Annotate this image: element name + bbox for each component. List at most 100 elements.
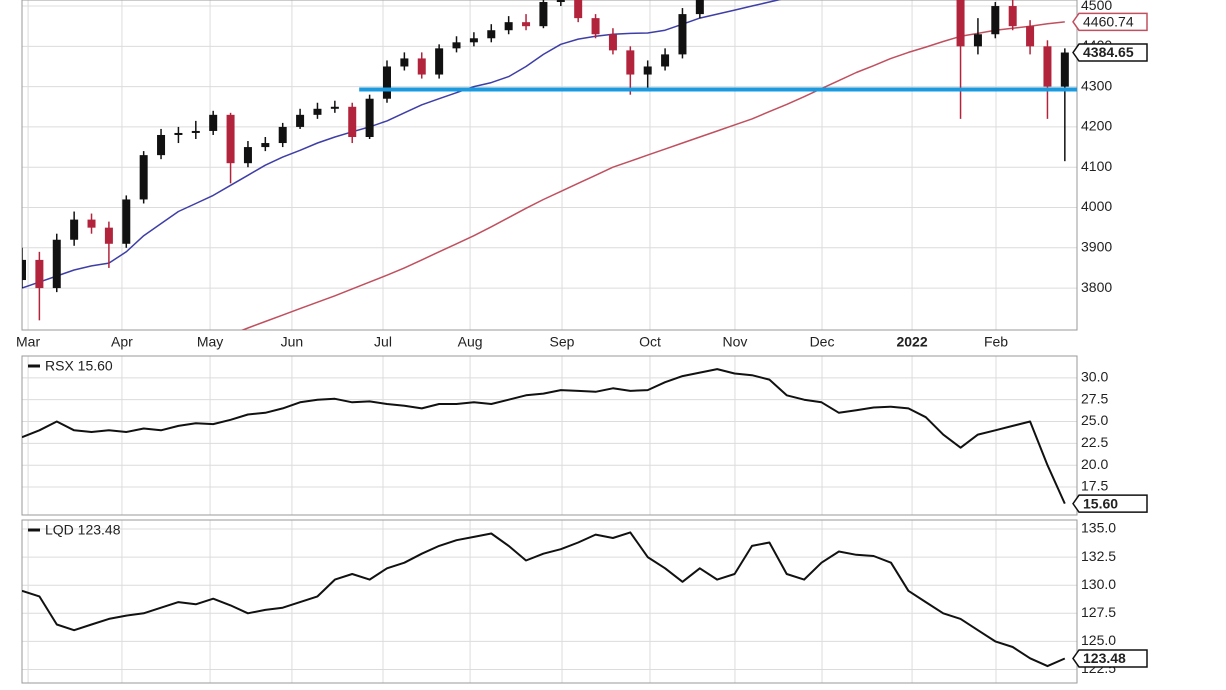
candle-body [382,66,391,99]
panel: 380039004000410042004300440045004460.744… [21,0,1148,331]
y-tick-label: 132.5 [1081,548,1116,564]
legend-label: LQD 123.48 [45,522,121,538]
y-tick-label: 4100 [1081,158,1112,174]
candle-body [278,126,287,144]
candle-body [661,54,670,67]
y-tick-label: 3800 [1081,279,1112,295]
candle-body [243,147,252,164]
last-value-label: 15.60 [1083,495,1118,511]
y-tick-label: 30.0 [1081,369,1108,385]
candle-body [87,219,96,228]
candle-body [330,106,339,109]
y-tick-label: 4300 [1081,77,1112,93]
candle-body [452,42,461,49]
panel-frame [21,519,1078,684]
y-tick-label: 125.0 [1081,632,1116,648]
candle-body [574,0,583,19]
x-tick-label: Oct [639,334,661,350]
last-value-label-box [1072,649,1148,668]
candle-body [365,98,374,137]
line [240,21,1065,330]
y-tick-label: 130.0 [1081,576,1116,592]
candle-body [973,34,982,47]
candle-body [678,14,687,55]
last-value-label-box [1072,494,1148,513]
x-tick-label: Sep [550,334,575,350]
ma-value-label: 4460.74 [1083,14,1134,30]
line [22,531,1066,668]
legend-label: RSX 15.60 [45,358,113,374]
x-tick-label: Aug [458,334,483,350]
y-tick-label: 4200 [1081,118,1112,134]
candle-body [626,50,635,75]
candle-body [643,66,652,75]
y-tick-label: 17.5 [1081,478,1108,494]
y-tick-label: 4000 [1081,198,1112,214]
candle-body [157,134,166,156]
x-tick-label: Nov [722,334,747,350]
candle-body [539,2,548,27]
x-tick-label: Jul [374,334,392,350]
candle-body [174,132,183,135]
candle-body [1060,52,1069,87]
candle-body [70,219,79,240]
candle-body [348,106,357,137]
y-tick-label: 135.0 [1081,520,1116,536]
candle-body [504,22,513,31]
ma-value-label-box [1072,12,1148,32]
x-tick-label: May [197,334,223,350]
candle-body [956,0,965,47]
plot-area [22,0,1077,330]
candle-body [261,143,270,148]
x-tick-label: Mar [16,334,40,350]
candle-body [35,259,44,289]
candle-body [191,130,200,133]
x-tick-label: Apr [111,334,133,350]
y-tick-label: 4500 [1081,0,1112,13]
y-tick-label: 25.0 [1081,412,1108,428]
y-tick-label: 20.0 [1081,456,1108,472]
candle-body [104,227,113,244]
candle-body [313,108,322,115]
candle-body [487,30,496,39]
x-tick-label: Jun [281,334,304,350]
candle-body [1026,26,1035,47]
y-tick-label: 27.5 [1081,390,1108,406]
plot-area [22,531,1066,668]
candle-body [296,114,305,127]
x-tick-label: Feb [984,334,1008,350]
y-tick-label: 127.5 [1081,604,1116,620]
candle-body [1043,46,1052,87]
panel: 17.5 20.0 22.5 25.0 27.5 30.0 RSX 15.60 15.60 [21,355,1148,516]
candle-body [122,199,131,244]
candle-body [209,114,218,131]
x-tick-label: Dec [810,334,835,350]
candle-body [435,48,444,75]
panel-frame [21,0,1078,331]
candle-body [226,114,235,164]
candle-body [139,155,148,200]
plot-area [22,368,1066,505]
candle-body [522,22,531,27]
candle-body [400,58,409,67]
candle-body [556,0,565,3]
candle-body [469,38,478,43]
y-tick-label: 3900 [1081,239,1112,255]
candle-body [695,0,704,15]
panel-frame [21,355,1078,516]
close-value-label: 4384.65 [1083,44,1134,60]
candle-body [417,58,426,75]
candle-body [608,34,617,51]
candle-body [1008,6,1017,27]
last-value-label: 123.48 [1083,650,1126,666]
candle-body [52,239,61,289]
close-value-label-box [1072,43,1148,62]
y-tick-label: 22.5 [1081,434,1108,450]
x-tick-label: 2022 [896,334,927,350]
candle-body [591,18,600,35]
candle-body [991,6,1000,35]
candle-body [22,259,26,281]
line [22,368,1066,505]
